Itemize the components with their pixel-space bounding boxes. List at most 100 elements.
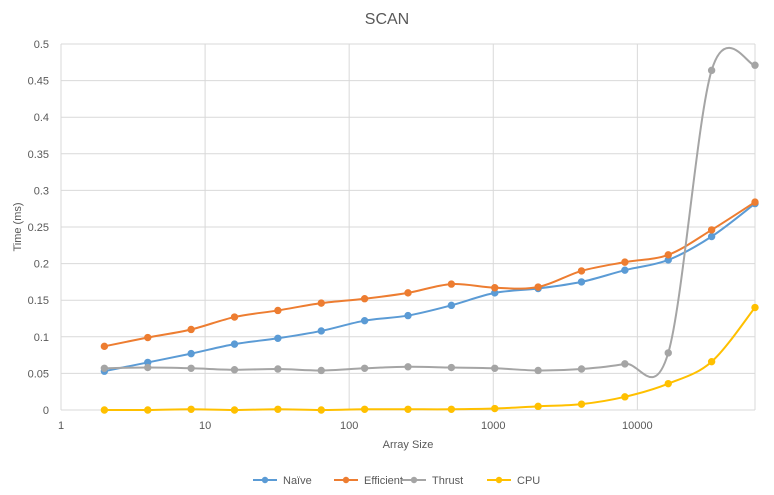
series-line-cpu: [103, 306, 756, 412]
data-point-thrust: [404, 363, 412, 371]
data-point-efficient: [447, 280, 456, 288]
data-point-na-ve: [317, 327, 325, 335]
series-lines: [100, 46, 759, 414]
data-point-thrust: [751, 61, 759, 69]
data-point-na-ve: [187, 349, 195, 358]
data-point-efficient: [360, 295, 369, 303]
data-point-thrust: [100, 364, 109, 372]
data-point-thrust: [621, 360, 629, 368]
legend-swatch-marker: [410, 476, 418, 484]
data-point-efficient: [274, 306, 282, 315]
y-tick-label: 0.3: [34, 185, 49, 197]
data-point-cpu: [404, 405, 412, 413]
x-tick-label: 10: [199, 420, 211, 432]
data-point-na-ve: [577, 278, 586, 286]
y-tick-label: 0.4: [34, 112, 49, 124]
y-axis-title: Time (ms): [12, 202, 24, 251]
data-point-na-ve: [447, 301, 456, 310]
series-na-ve: [100, 199, 759, 375]
legend-item-cpu: CPU: [487, 475, 540, 487]
data-point-thrust: [534, 366, 542, 375]
data-point-efficient: [100, 342, 109, 351]
y-tick-label: 0.05: [28, 368, 49, 380]
data-point-cpu: [100, 406, 109, 414]
series-line-thrust: [103, 46, 756, 379]
series-line-efficient: [103, 201, 756, 348]
data-point-na-ve: [707, 232, 716, 241]
legend-item-efficient: Efficient: [334, 475, 403, 487]
legend-label: Efficient: [364, 475, 403, 487]
data-point-efficient: [317, 299, 325, 307]
y-tick-label: 0.1: [34, 332, 49, 344]
y-tick-label: 0: [43, 405, 49, 417]
data-point-thrust: [577, 365, 586, 373]
data-point-cpu: [447, 405, 456, 413]
data-point-efficient: [751, 198, 759, 206]
data-point-cpu: [144, 406, 152, 414]
data-point-cpu: [751, 303, 759, 312]
data-point-cpu: [621, 393, 629, 401]
legend-label: Naïve: [283, 475, 312, 487]
y-tick-label: 0.15: [28, 295, 49, 307]
data-point-efficient: [230, 313, 239, 321]
data-point-efficient: [491, 284, 499, 292]
x-tick-label: 1: [58, 420, 64, 432]
series-cpu: [100, 303, 759, 414]
x-axis-tick-labels: 1 10 100 1000 10000: [58, 420, 653, 432]
data-point-thrust: [447, 363, 456, 372]
data-point-thrust: [317, 366, 325, 375]
legend-item-na-ve: Naïve: [253, 475, 312, 487]
data-point-thrust: [144, 363, 152, 372]
data-point-cpu: [360, 405, 369, 413]
data-point-efficient: [707, 226, 716, 234]
series-thrust: [100, 46, 759, 379]
data-point-efficient: [621, 258, 629, 266]
y-tick-label: 0.5: [34, 39, 49, 51]
data-point-na-ve: [404, 311, 412, 320]
legend-swatch-marker: [261, 476, 269, 484]
data-point-na-ve: [360, 316, 369, 325]
data-point-cpu: [230, 406, 239, 414]
data-point-cpu: [707, 357, 716, 366]
data-point-cpu: [577, 400, 586, 408]
gridlines: [60, 43, 756, 411]
y-tick-label: 0.2: [34, 259, 49, 271]
x-axis-title: Array Size: [383, 439, 434, 451]
data-point-cpu: [491, 404, 499, 413]
chart-title: SCAN: [365, 11, 409, 28]
legend-label: Thrust: [432, 475, 463, 487]
data-point-efficient: [144, 333, 152, 342]
data-point-thrust: [274, 365, 282, 373]
data-point-efficient: [534, 283, 542, 291]
legend-label: CPU: [517, 475, 540, 487]
data-point-cpu: [317, 406, 325, 414]
x-tick-label: 100: [340, 420, 358, 432]
legend-item-thrust: Thrust: [402, 475, 463, 487]
data-point-na-ve: [230, 340, 239, 348]
data-point-thrust: [187, 364, 195, 372]
data-point-efficient: [187, 325, 195, 334]
data-point-efficient: [577, 267, 586, 275]
data-point-efficient: [404, 289, 412, 297]
series-efficient: [100, 198, 759, 351]
data-point-na-ve: [274, 334, 282, 342]
legend-swatch-marker: [495, 476, 503, 484]
data-point-na-ve: [621, 266, 629, 274]
legend: Naïve Efficient Thrust CPU: [253, 475, 540, 487]
y-tick-label: 0.45: [28, 76, 49, 88]
y-tick-label: 0.35: [28, 149, 49, 161]
data-point-cpu: [187, 405, 195, 413]
data-point-cpu: [534, 402, 542, 411]
data-point-cpu: [664, 379, 672, 388]
data-point-thrust: [664, 349, 672, 357]
y-axis-tick-labels: 0 0.05 0.1 0.15 0.2 0.25 0.3 0.35 0.4 0.45 0.5: [28, 39, 49, 417]
data-point-cpu: [274, 405, 282, 413]
x-tick-label: 1000: [481, 420, 505, 432]
data-point-thrust: [360, 364, 369, 372]
data-point-efficient: [664, 251, 672, 259]
data-point-thrust: [230, 366, 239, 374]
series-line-na-ve: [103, 202, 756, 373]
legend-swatch-marker: [342, 476, 350, 484]
